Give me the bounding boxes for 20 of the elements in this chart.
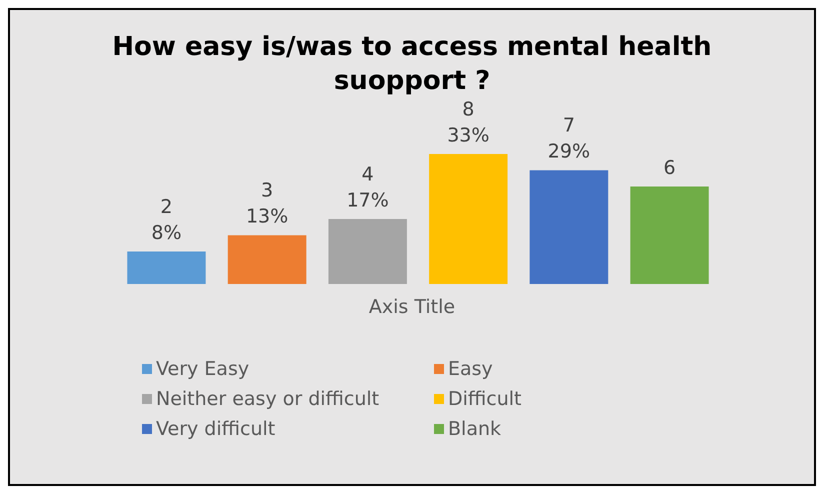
- legend-label: Very difficult: [156, 418, 276, 440]
- legend-label: Blank: [448, 418, 502, 440]
- bar: [630, 186, 709, 284]
- legend-label: Easy: [448, 358, 493, 380]
- data-label: 2 8%: [151, 196, 182, 244]
- data-label: 3 13%: [246, 180, 288, 228]
- x-axis-title: Axis Title: [368, 296, 456, 318]
- chart-title: How easy is/was to access mental health suopport ?: [111, 31, 713, 98]
- data-label: 4 17%: [346, 163, 389, 212]
- bar: [228, 235, 306, 284]
- bar: [429, 154, 508, 284]
- bar: [127, 252, 206, 284]
- data-label: 7 29%: [548, 114, 590, 163]
- bar: [530, 170, 608, 284]
- data-label: 6: [663, 156, 676, 179]
- legend-label: Neither easy or difficult: [156, 388, 380, 410]
- data-label: 8 33%: [447, 98, 490, 146]
- bar: [328, 219, 407, 284]
- legend-label: Very Easy: [156, 358, 250, 380]
- legend-label: Difficult: [448, 388, 522, 410]
